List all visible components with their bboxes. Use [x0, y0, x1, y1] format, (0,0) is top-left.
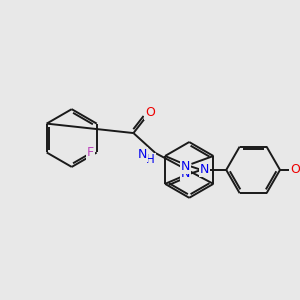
Text: O: O	[146, 106, 155, 119]
Text: N: N	[200, 164, 209, 176]
Text: F: F	[87, 146, 94, 159]
Text: N: N	[138, 148, 147, 161]
Text: H: H	[146, 154, 155, 166]
Text: O: O	[290, 164, 300, 176]
Text: N: N	[181, 160, 190, 173]
Text: N: N	[181, 167, 190, 180]
